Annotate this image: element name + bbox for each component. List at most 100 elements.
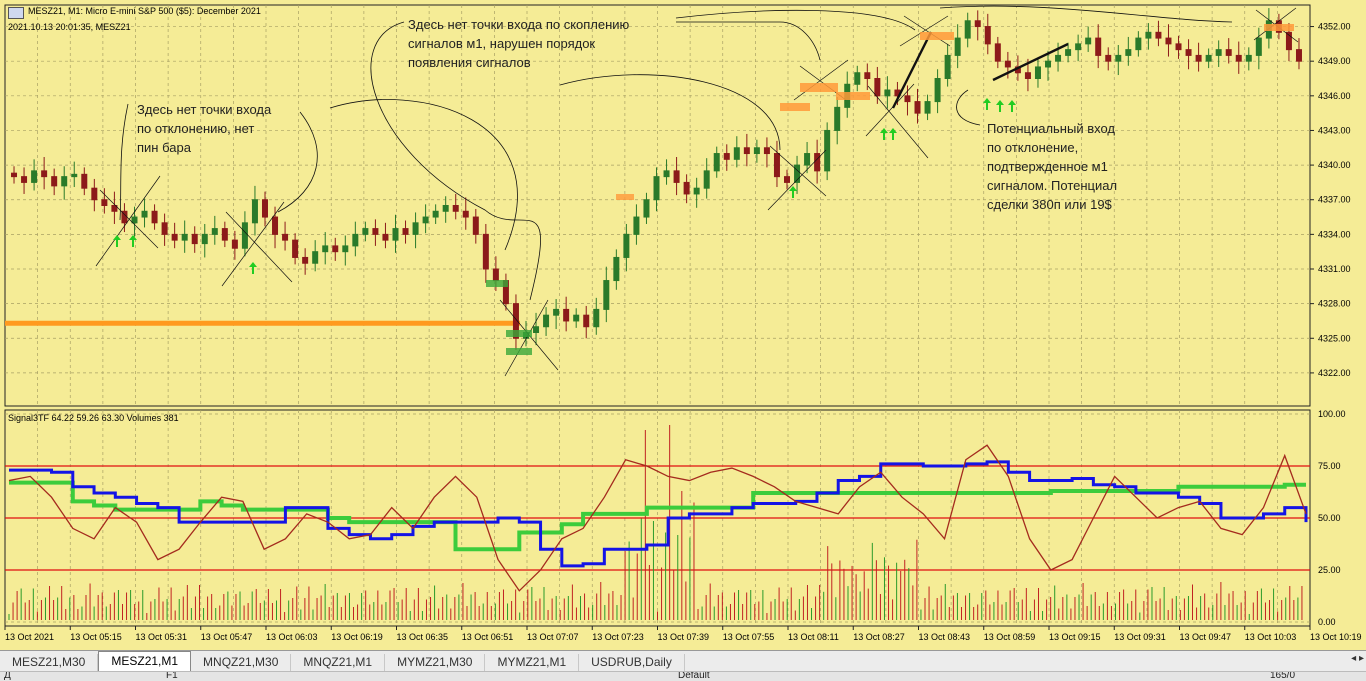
annotation-line: пин бара — [137, 140, 191, 155]
x-tick-label: 13 Oct 09:47 — [1180, 632, 1232, 642]
candle-body — [241, 222, 248, 249]
candle-body — [1004, 60, 1011, 68]
buy-arrow-icon — [996, 100, 1004, 112]
candle-body — [924, 101, 931, 114]
candle-body — [1165, 37, 1172, 45]
candle-body — [653, 176, 660, 201]
tab-mesz21-m30[interactable]: MESZ21,M30 — [0, 654, 99, 671]
status-connection: 165/0 — [1270, 671, 1296, 681]
candle-body — [101, 199, 108, 207]
candle-body — [312, 251, 319, 264]
candle-body — [292, 239, 299, 258]
buy-arrow-icon — [113, 235, 121, 247]
candle-body — [1105, 54, 1112, 62]
status-help-key: F1 — [166, 671, 178, 681]
y-tick-label: 100.00 — [1318, 409, 1346, 419]
x-tick-label: 13 Oct 08:27 — [853, 632, 905, 642]
candle-body — [633, 216, 640, 235]
buy-arrow-icon — [889, 128, 897, 140]
axes: 4322.00 4325.00 4328.00 4331.00 4334.00 4337.… — [4, 22, 1362, 642]
candle-body — [834, 106, 841, 131]
x-tick-label: 13 Oct 09:31 — [1114, 632, 1166, 642]
x-tick-label: 13 Oct 06:35 — [397, 632, 449, 642]
candle-body — [171, 233, 178, 241]
tab-usdrub-daily[interactable]: USDRUB,Daily — [579, 654, 685, 671]
tab-mymz21-m1[interactable]: MYMZ21,M1 — [485, 654, 580, 671]
x-tick-label: 13 Oct 06:19 — [331, 632, 383, 642]
candle-body — [1125, 49, 1132, 56]
x-tick-label: 13 Oct 05:47 — [201, 632, 253, 642]
candle-body — [543, 314, 550, 328]
signal3tf-indicator — [5, 425, 1310, 620]
candle-body — [61, 176, 68, 187]
candle-body — [322, 245, 329, 253]
candle-body — [181, 233, 188, 241]
user-drawings — [95, 5, 1299, 377]
candle-body — [1024, 72, 1031, 79]
candle-body — [713, 153, 720, 172]
chart-canvas[interactable]: 4322.00 4325.00 4328.00 4331.00 4334.00 4337.… — [0, 0, 1366, 650]
tab-mnqz21-m30[interactable]: MNQZ21,M30 — [191, 654, 292, 671]
datetime-caption: 2021.10.13 20:01:35, MESZ21 — [8, 22, 131, 32]
x-tick-label: 13 Oct 07:23 — [592, 632, 644, 642]
y-tick-label: 4328.00 — [1318, 299, 1351, 309]
candle-body — [1255, 37, 1262, 56]
candle-body — [573, 314, 580, 322]
x-tick-label: 13 Oct 07:39 — [658, 632, 710, 642]
candle-body — [533, 326, 540, 333]
candle-body — [362, 228, 369, 235]
candle-body — [773, 153, 780, 178]
y-tick-label: 4340.00 — [1318, 160, 1351, 170]
x-tick-label: 13 Oct 06:03 — [266, 632, 318, 642]
candle-body — [1215, 49, 1222, 56]
candle-body — [201, 233, 208, 245]
candle-body — [372, 228, 379, 235]
annotation-note-1: Здесь нет точки входа по отклонению, нет… — [137, 100, 271, 157]
y-tick-label: 4352.00 — [1318, 22, 1351, 32]
candle-body — [91, 187, 98, 201]
candle-body — [1085, 37, 1092, 45]
candle-body — [1065, 49, 1072, 56]
buy-arrow-icon — [789, 186, 797, 198]
annotation-note-2: Здесь нет точки входа по скоплению сигна… — [408, 15, 629, 72]
candle-body — [954, 37, 961, 56]
buy-arrow-icon — [1008, 100, 1016, 112]
candle-body — [302, 256, 309, 264]
x-tick-label: 13 Oct 07:55 — [723, 632, 775, 642]
tab-mymz21-m30[interactable]: MYMZ21,M30 — [385, 654, 486, 671]
candle-body — [342, 245, 349, 253]
indicator-caption: Signal3TF 64.22 59.26 63.30 Volumes 381 — [8, 413, 179, 423]
buy-arrow-icon — [249, 262, 257, 274]
annotation-line: Здесь нет точки входа по скоплению — [408, 17, 630, 32]
y-tick-label: 4322.00 — [1318, 368, 1351, 378]
symbol-caption: MESZ21, M1: Micro E-mini S&P 500 ($5): D… — [28, 6, 261, 16]
buy-arrow-icon — [880, 128, 888, 140]
x-tick-label: 13 Oct 2021 — [5, 632, 54, 642]
candle-body — [352, 233, 359, 247]
candle-body — [583, 314, 590, 328]
candle-body — [824, 129, 831, 172]
candle-body — [161, 222, 168, 235]
candle-body — [944, 54, 951, 79]
candle-body — [874, 78, 881, 97]
candle-body — [1205, 54, 1212, 62]
chart-window[interactable]: 4322.00 4325.00 4328.00 4331.00 4334.00 4337.… — [0, 0, 1366, 650]
candle-body — [272, 216, 279, 235]
y-tick-label: 25.00 — [1318, 565, 1341, 575]
candle-body — [261, 199, 268, 218]
y-tick-label: 4334.00 — [1318, 229, 1351, 239]
candle-body — [211, 228, 218, 235]
candle-body — [1055, 54, 1062, 62]
window-menu-icon[interactable] — [8, 7, 24, 19]
candle-body — [703, 170, 710, 189]
candle-body — [814, 153, 821, 172]
y-tick-label: 0.00 — [1318, 617, 1336, 627]
candle-body — [462, 210, 469, 218]
candle-body — [1245, 54, 1252, 62]
tab-mesz21-m1[interactable]: MESZ21,M1 — [98, 651, 192, 671]
tab-scroll-arrows[interactable]: ◂ ▸ — [1351, 653, 1364, 664]
candle-body — [784, 176, 791, 183]
signal-arrows — [113, 98, 1016, 274]
tab-mnqz21-m1[interactable]: MNQZ21,M1 — [291, 654, 386, 671]
candle-body — [452, 205, 459, 212]
